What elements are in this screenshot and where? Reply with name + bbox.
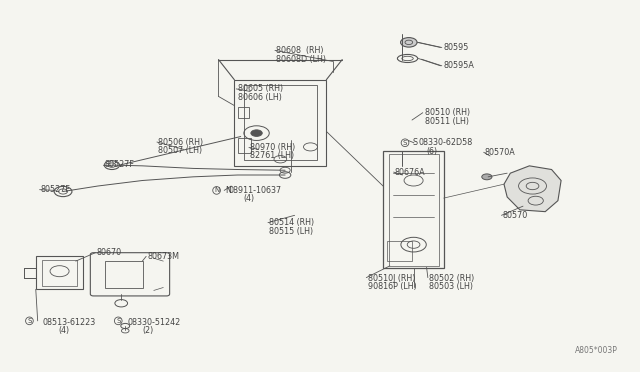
Text: S: S <box>116 318 120 324</box>
Bar <box>42 260 77 286</box>
Text: 80507 (LH): 80507 (LH) <box>158 146 202 155</box>
Text: 80527F: 80527F <box>41 185 70 194</box>
Text: 80606 (LH): 80606 (LH) <box>237 93 282 102</box>
Text: 80608  (RH): 80608 (RH) <box>276 46 323 55</box>
Bar <box>383 151 444 269</box>
Text: 80514 (RH): 80514 (RH) <box>269 218 314 227</box>
Text: 80510 (RH): 80510 (RH) <box>425 108 470 117</box>
Text: 80670: 80670 <box>97 248 122 257</box>
Text: 08330-62D58: 08330-62D58 <box>419 138 472 147</box>
Text: 80570A: 80570A <box>485 148 516 157</box>
Text: (4): (4) <box>59 326 70 335</box>
Text: 80502 (RH): 80502 (RH) <box>429 274 474 283</box>
Bar <box>237 138 252 153</box>
Text: 80608D (LH): 80608D (LH) <box>276 55 326 64</box>
Text: 80510J (RH): 80510J (RH) <box>367 274 415 283</box>
Text: N: N <box>225 186 230 195</box>
Text: 08330-51242: 08330-51242 <box>128 318 181 327</box>
Text: 80570: 80570 <box>502 211 528 220</box>
Text: 80970 (RH): 80970 (RH) <box>250 143 296 152</box>
Bar <box>388 154 438 266</box>
Text: 82761 (LH): 82761 (LH) <box>250 151 294 160</box>
Text: (4): (4) <box>244 194 255 203</box>
Bar <box>387 241 412 261</box>
Text: 80511 (LH): 80511 (LH) <box>425 117 468 126</box>
Text: 80595A: 80595A <box>444 61 475 70</box>
Bar <box>36 256 83 289</box>
Text: 80506 (RH): 80506 (RH) <box>158 138 204 147</box>
Text: 08513-61223: 08513-61223 <box>42 318 95 327</box>
Polygon shape <box>504 166 561 212</box>
Text: S: S <box>413 138 418 147</box>
Text: 80527F: 80527F <box>104 160 134 169</box>
Circle shape <box>401 38 417 47</box>
Text: S: S <box>28 318 31 324</box>
Text: 80673M: 80673M <box>147 252 179 261</box>
Circle shape <box>251 130 262 137</box>
Text: N: N <box>214 187 220 193</box>
Text: 80515 (LH): 80515 (LH) <box>269 227 314 235</box>
Text: 80676A: 80676A <box>395 167 426 177</box>
Text: A805*003P: A805*003P <box>575 346 618 355</box>
Text: 80605 (RH): 80605 (RH) <box>237 84 283 93</box>
Text: 08911-10637: 08911-10637 <box>228 186 281 195</box>
Bar <box>105 261 143 288</box>
Text: 80595: 80595 <box>444 43 469 52</box>
Bar <box>237 108 249 119</box>
Text: S: S <box>403 140 407 146</box>
Circle shape <box>482 174 492 180</box>
Text: (6): (6) <box>427 147 438 156</box>
Text: 80503 (LH): 80503 (LH) <box>429 282 473 291</box>
Text: 90816P (LH): 90816P (LH) <box>367 282 417 291</box>
Bar <box>244 85 317 160</box>
Text: (2): (2) <box>142 326 154 335</box>
Bar <box>234 80 326 166</box>
